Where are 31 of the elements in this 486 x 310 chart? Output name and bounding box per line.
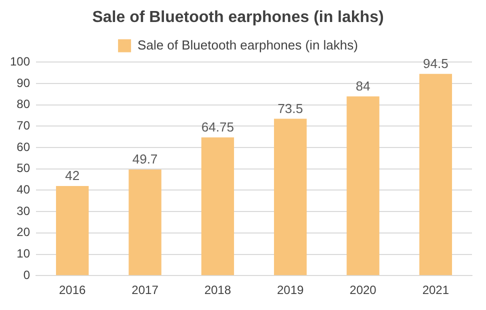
x-tick-label: 2017 [132,283,159,298]
y-tick-label: 40 [16,182,30,197]
x-tick-label: 2018 [204,283,232,298]
bar [274,118,307,276]
data-label: 84 [356,78,370,94]
y-tick-label: 10 [16,246,30,261]
data-label: 42 [65,168,80,184]
x-tick-label: 2020 [350,283,377,298]
data-label: 64.75 [201,120,234,134]
y-tick-label: 80 [16,97,30,112]
x-tick-label: 2016 [59,283,86,298]
bar [128,170,162,276]
y-tick-label: 60 [16,140,30,154]
y-tick-label: 100 [10,54,30,69]
bar [201,137,234,276]
y-tick-label: 50 [16,161,30,176]
y-tick-label: 70 [16,118,30,133]
x-tick-label: 2021 [422,283,450,298]
y-tick-label: 90 [16,76,30,90]
data-label: 49.7 [132,152,158,167]
data-label: 94.5 [423,56,448,72]
bar [419,74,452,276]
legend-label: Sale of Bluetooth earphones (in lakhs) [138,37,358,52]
y-tick-label: 0 [23,268,30,282]
y-tick-label: 20 [16,225,30,240]
chart-title: Sale of Bluetooth earphones (in lakhs) [92,9,384,26]
bar [56,186,89,276]
data-label: 73.5 [278,100,303,116]
y-tick-label: 30 [16,204,30,218]
bar [346,96,380,276]
x-tick-label: 2019 [276,283,304,298]
